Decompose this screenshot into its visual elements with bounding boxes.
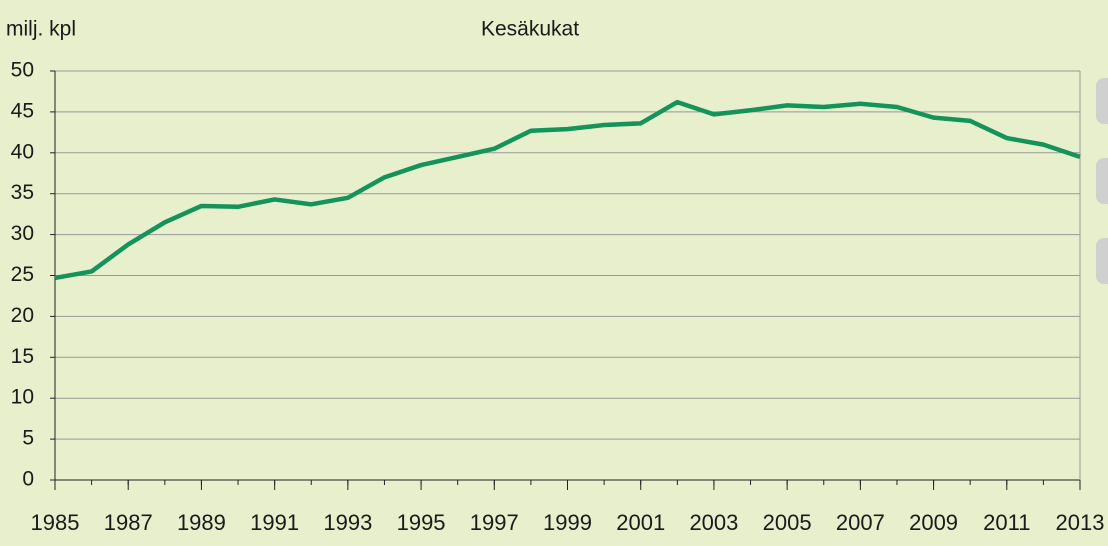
x-tick-label: 2003: [689, 510, 738, 535]
data-line: [54, 99, 1081, 281]
x-tick-label: 1995: [397, 510, 446, 535]
chart-title: Kesäkukat: [481, 18, 579, 41]
x-tick-label: 1993: [323, 510, 372, 535]
y-tick-label: 0: [22, 468, 34, 491]
y-tick-label: 5: [22, 427, 34, 450]
x-tick-label: 1985: [31, 510, 80, 535]
x-tick-label: 1999: [543, 510, 592, 535]
x-tick-label: 1989: [177, 510, 226, 535]
x-tick-label: 2009: [909, 510, 958, 535]
y-tick-label: 40: [11, 140, 34, 163]
y-tick-label: 25: [11, 263, 34, 286]
x-tick-label: 2005: [763, 510, 812, 535]
y-tick-label: 10: [11, 386, 34, 409]
y-tick-label: 15: [11, 345, 34, 368]
side-tab: [1096, 78, 1108, 124]
y-tick-label: 30: [11, 222, 34, 245]
x-tick-label: 2007: [836, 510, 885, 535]
x-tick-label: 2013: [1056, 510, 1105, 535]
y-tick-label: 35: [11, 181, 34, 204]
y-axis-label: milj. kpl: [6, 18, 76, 41]
y-tick-label: 50: [11, 59, 34, 82]
y-tick-label: 45: [11, 99, 34, 122]
x-tick-label: 2011: [983, 510, 1030, 535]
x-tick-label: 1987: [104, 510, 153, 535]
y-tick-label: 20: [11, 304, 34, 327]
x-tick-label: 1991: [250, 510, 299, 535]
x-tick-label: 1997: [470, 510, 519, 535]
side-tab: [1096, 158, 1108, 204]
side-tab: [1096, 238, 1108, 284]
x-tick-label: 2001: [616, 510, 665, 535]
